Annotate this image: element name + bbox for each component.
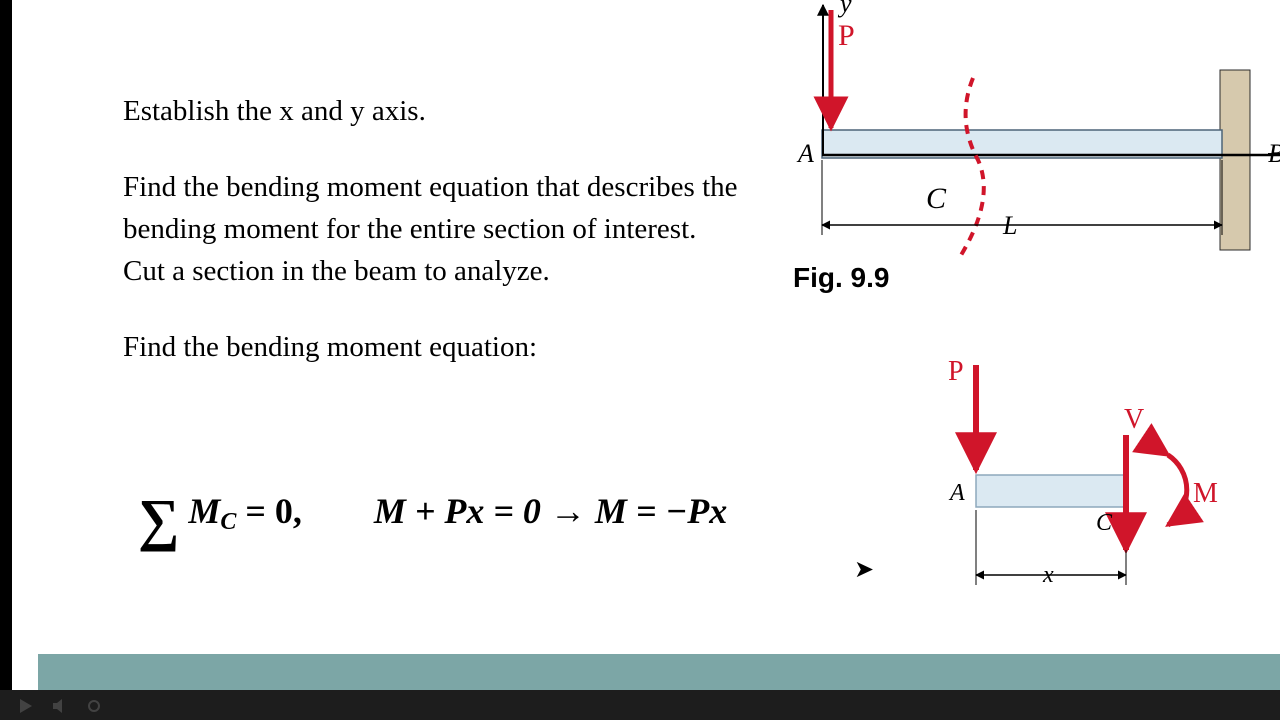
- label-A: A: [796, 139, 814, 168]
- eq-body: M + Px = 0 → M = −Px: [374, 491, 727, 531]
- left-gutter: [12, 0, 38, 660]
- label-M: M: [1193, 478, 1218, 509]
- play-icon[interactable]: [18, 698, 34, 714]
- label-L: L: [1002, 211, 1017, 240]
- body-text: Establish the x and y axis. Find the ben…: [123, 90, 743, 402]
- paragraph-1: Establish the x and y axis.: [123, 90, 743, 132]
- figure-caption: Fig. 9.9: [793, 262, 889, 294]
- label-B: B: [1268, 139, 1280, 168]
- slide-content: Establish the x and y axis. Find the ben…: [38, 0, 1280, 720]
- label-x2: x: [1042, 562, 1054, 588]
- eq-Mc: MC: [188, 491, 236, 531]
- label-V: V: [1124, 404, 1144, 435]
- paragraph-2: Find the bending moment equation that de…: [123, 166, 743, 292]
- mouse-cursor-icon: ➤: [854, 555, 874, 584]
- figure-top-beam: P y A B x C L: [778, 0, 1280, 270]
- sigma-symbol: ∑: [138, 497, 179, 543]
- eq-eq0: = 0,: [236, 491, 302, 531]
- moment-M-arc: [1168, 455, 1187, 525]
- label-C: C: [926, 182, 947, 215]
- figure-bottom-fbd: P V M A C x: [928, 350, 1248, 610]
- label-A2: A: [948, 480, 965, 506]
- video-control-bar[interactable]: [0, 690, 1280, 720]
- label-P2: P: [948, 356, 964, 387]
- settings-icon[interactable]: [86, 698, 102, 714]
- equation-line: ∑ MC = 0, M + Px = 0 → M = −Px: [138, 490, 878, 543]
- section-cut-dash: [958, 78, 984, 260]
- control-icons: [18, 698, 102, 714]
- left-black-bar: [0, 0, 12, 720]
- label-y: y: [837, 0, 852, 18]
- label-P: P: [838, 19, 855, 52]
- label-C2: C: [1096, 510, 1113, 536]
- beam-segment: [976, 475, 1126, 507]
- paragraph-3: Find the bending moment equation:: [123, 326, 743, 368]
- wall: [1220, 70, 1250, 250]
- eq-gap: [311, 491, 365, 531]
- footer-teal-band: [38, 654, 1280, 690]
- volume-icon[interactable]: [52, 698, 68, 714]
